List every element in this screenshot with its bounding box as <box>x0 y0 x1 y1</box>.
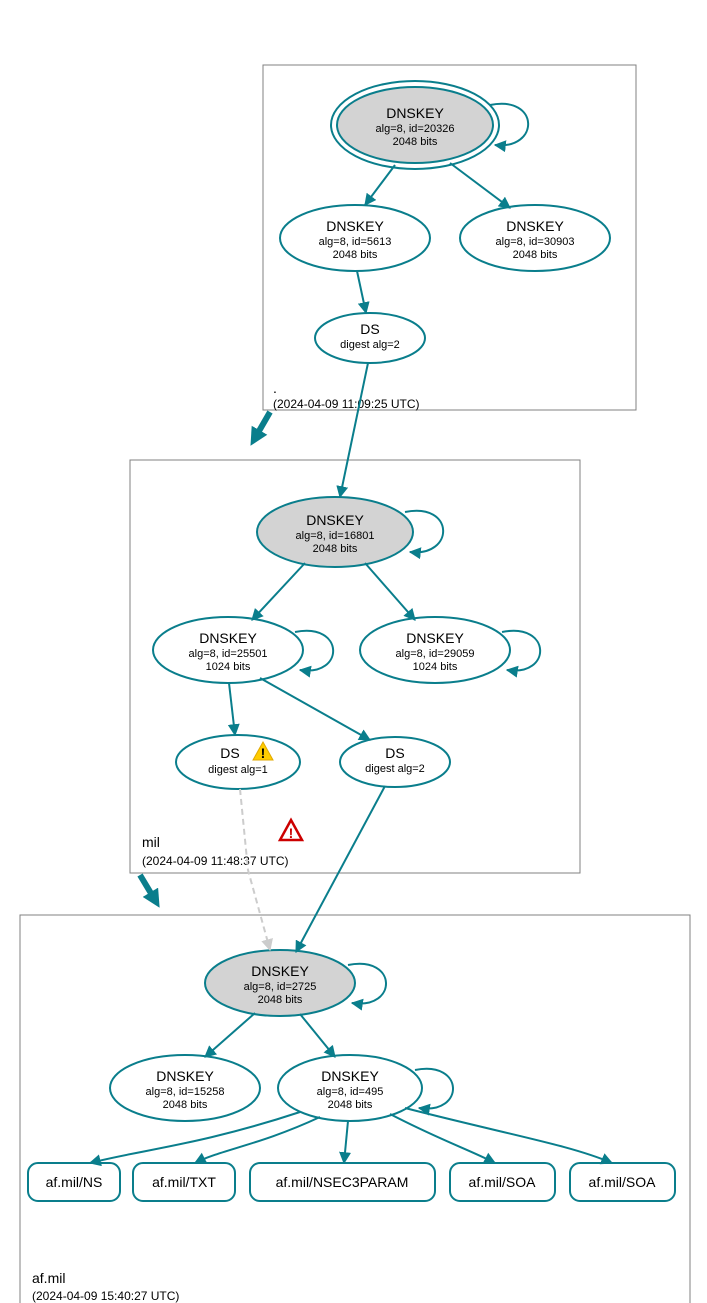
record-soa-1[interactable]: af.mil/SOA <box>450 1163 555 1201</box>
svg-text:alg=8, id=495: alg=8, id=495 <box>317 1086 384 1098</box>
svg-text:af.mil/TXT: af.mil/TXT <box>152 1174 216 1190</box>
svg-text:af.mil/NS: af.mil/NS <box>46 1174 103 1190</box>
edge-af-zsk2-txt <box>195 1117 320 1163</box>
record-ns[interactable]: af.mil/NS <box>28 1163 120 1201</box>
svg-text:DNSKEY: DNSKEY <box>321 1068 379 1084</box>
node-root-ds[interactable]: DS digest alg=2 <box>315 313 425 363</box>
svg-text:alg=8, id=5613: alg=8, id=5613 <box>319 236 392 248</box>
node-mil-ksk[interactable]: DNSKEY alg=8, id=16801 2048 bits <box>257 497 413 567</box>
svg-text:DNSKEY: DNSKEY <box>506 218 564 234</box>
edge-mil-zsk1-ds1 <box>229 683 235 735</box>
edge-mil-ksk-zsk2 <box>365 563 415 620</box>
svg-text:digest alg=2: digest alg=2 <box>340 339 400 351</box>
svg-text:alg=8, id=29059: alg=8, id=29059 <box>396 648 475 660</box>
edge-mil-ds1-af-ksk <box>240 789 270 950</box>
svg-text:DS: DS <box>360 321 379 337</box>
svg-text:2048 bits: 2048 bits <box>513 249 558 261</box>
svg-text:2048 bits: 2048 bits <box>328 1099 373 1111</box>
edge-zone-root-to-mil <box>255 412 270 438</box>
zone-mil-time: (2024-04-09 11:48:37 UTC) <box>142 854 289 868</box>
edge-af-zsk2-nsec3 <box>344 1121 348 1163</box>
edge-zone-mil-to-af <box>140 875 155 900</box>
svg-text:DNSKEY: DNSKEY <box>251 963 309 979</box>
edge-mil-zsk1-ds2 <box>260 678 370 740</box>
zone-root: . (2024-04-09 11:09:25 UTC) DNSKEY alg=8… <box>263 65 636 411</box>
svg-text:alg=8, id=30903: alg=8, id=30903 <box>496 236 575 248</box>
node-root-ksk[interactable]: DNSKEY alg=8, id=20326 2048 bits <box>331 81 499 169</box>
zone-afmil: af.mil (2024-04-09 15:40:27 UTC) DNSKEY … <box>20 786 690 1303</box>
svg-text:!: ! <box>261 745 266 761</box>
node-mil-ds1[interactable]: DS digest alg=1 <box>176 735 300 789</box>
svg-text:DNSKEY: DNSKEY <box>406 630 464 646</box>
edge-root-ksk-zsk2 <box>450 163 510 208</box>
edge-root-zsk1-ds <box>357 271 366 313</box>
record-nsec3param[interactable]: af.mil/NSEC3PARAM <box>250 1163 435 1201</box>
edge-af-zsk2-soa1 <box>390 1114 495 1163</box>
svg-text:2048 bits: 2048 bits <box>313 543 358 555</box>
svg-text:af.mil/NSEC3PARAM: af.mil/NSEC3PARAM <box>276 1174 409 1190</box>
svg-text:1024 bits: 1024 bits <box>206 661 251 673</box>
svg-text:DS: DS <box>385 745 404 761</box>
svg-text:2048 bits: 2048 bits <box>393 136 438 148</box>
node-af-ksk[interactable]: DNSKEY alg=8, id=2725 2048 bits <box>205 950 355 1016</box>
node-mil-ds2[interactable]: DS digest alg=2 <box>340 737 450 787</box>
edge-root-ksk-zsk1 <box>365 165 395 205</box>
svg-text:DNSKEY: DNSKEY <box>326 218 384 234</box>
svg-text:2048 bits: 2048 bits <box>258 994 303 1006</box>
edge-root-ds-mil-ksk <box>340 363 368 497</box>
node-root-zsk2[interactable]: DNSKEY alg=8, id=30903 2048 bits <box>460 205 610 271</box>
edge-af-ksk-zsk1 <box>205 1013 255 1057</box>
svg-text:DNSKEY: DNSKEY <box>199 630 257 646</box>
zone-root-time: (2024-04-09 11:09:25 UTC) <box>273 397 420 411</box>
svg-text:alg=8, id=25501: alg=8, id=25501 <box>189 648 268 660</box>
svg-text:1024 bits: 1024 bits <box>413 661 458 673</box>
svg-text:alg=8, id=15258: alg=8, id=15258 <box>146 1086 225 1098</box>
svg-text:!: ! <box>289 825 294 841</box>
svg-text:alg=8, id=20326: alg=8, id=20326 <box>376 123 455 135</box>
warning-icon-red: ! <box>280 820 302 841</box>
svg-text:alg=8, id=16801: alg=8, id=16801 <box>296 530 375 542</box>
edge-mil-ds2-af-ksk <box>296 786 385 952</box>
svg-text:2048 bits: 2048 bits <box>163 1099 208 1111</box>
node-af-zsk1[interactable]: DNSKEY alg=8, id=15258 2048 bits <box>110 1055 260 1121</box>
svg-text:2048 bits: 2048 bits <box>333 249 378 261</box>
edge-af-ksk-zsk2 <box>300 1014 335 1057</box>
svg-text:DS: DS <box>220 745 239 761</box>
zone-mil-label: mil <box>142 834 160 850</box>
zone-af-time: (2024-04-09 15:40:27 UTC) <box>32 1289 179 1303</box>
record-soa-2[interactable]: af.mil/SOA <box>570 1163 675 1201</box>
svg-text:digest alg=1: digest alg=1 <box>208 764 268 776</box>
zone-af-label: af.mil <box>32 1270 65 1286</box>
record-txt[interactable]: af.mil/TXT <box>133 1163 235 1201</box>
svg-text:alg=8, id=2725: alg=8, id=2725 <box>244 981 317 993</box>
svg-text:af.mil/SOA: af.mil/SOA <box>469 1174 537 1190</box>
svg-text:af.mil/SOA: af.mil/SOA <box>589 1174 657 1190</box>
svg-text:digest alg=2: digest alg=2 <box>365 763 425 775</box>
svg-text:DNSKEY: DNSKEY <box>156 1068 214 1084</box>
node-mil-zsk1[interactable]: DNSKEY alg=8, id=25501 1024 bits <box>153 617 303 683</box>
node-root-zsk1[interactable]: DNSKEY alg=8, id=5613 2048 bits <box>280 205 430 271</box>
svg-text:DNSKEY: DNSKEY <box>306 512 364 528</box>
node-mil-zsk2[interactable]: DNSKEY alg=8, id=29059 1024 bits <box>360 617 510 683</box>
edge-mil-ksk-zsk1 <box>252 563 305 620</box>
zone-mil: mil (2024-04-09 11:48:37 UTC) DNSKEY alg… <box>130 363 580 873</box>
zone-root-label: . <box>273 380 277 396</box>
svg-text:DNSKEY: DNSKEY <box>386 105 444 121</box>
